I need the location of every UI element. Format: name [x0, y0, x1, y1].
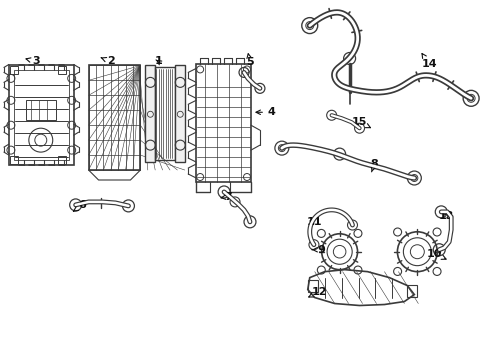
Bar	[9, 66, 74, 165]
Bar	[175, 66, 185, 162]
Bar	[26, 100, 56, 120]
Bar	[146, 66, 155, 162]
Text: 3: 3	[26, 57, 40, 67]
Bar	[89, 66, 141, 170]
Text: 14: 14	[421, 54, 437, 69]
Text: 5: 5	[246, 54, 254, 67]
Text: 9: 9	[312, 245, 326, 255]
Text: 2: 2	[101, 57, 114, 67]
Text: 10: 10	[427, 249, 446, 259]
Text: 8: 8	[370, 159, 378, 172]
Text: 7: 7	[221, 192, 232, 202]
Text: 1: 1	[154, 57, 162, 67]
Text: 12: 12	[309, 287, 327, 297]
Text: 11: 11	[307, 217, 322, 227]
Bar	[58, 156, 66, 164]
Text: 4: 4	[256, 107, 276, 117]
Bar	[407, 285, 417, 297]
Text: 6: 6	[74, 200, 87, 211]
Bar	[196, 64, 251, 182]
Bar	[10, 67, 18, 75]
Bar	[308, 280, 318, 292]
Text: 13: 13	[439, 211, 454, 221]
Bar	[58, 67, 66, 75]
Bar	[10, 156, 18, 164]
Text: 15: 15	[352, 117, 370, 128]
Bar	[155, 67, 175, 160]
Bar	[14, 71, 69, 160]
